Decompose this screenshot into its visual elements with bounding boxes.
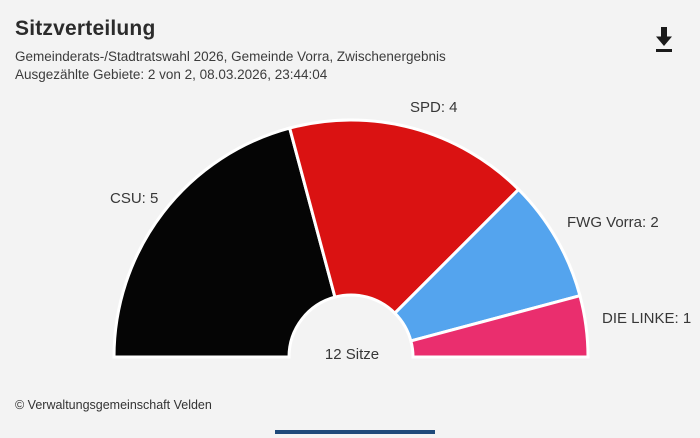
download-icon xyxy=(656,27,672,52)
chart-segment-csu[interactable] xyxy=(112,126,337,359)
chart-segment-die-linke[interactable] xyxy=(409,293,590,359)
segment-label-die-linke: DIE LINKE: 1 xyxy=(602,310,692,327)
segment-label-fwg-vorra: FWG Vorra: 2 xyxy=(567,214,659,231)
chart-segment-spd[interactable] xyxy=(287,118,521,316)
copyright-text: © Verwaltungsgemeinschaft Velden xyxy=(15,398,212,412)
segment-label-csu: CSU: 5 xyxy=(110,190,159,207)
chart-subtitle-line1: Gemeinderats-/Stadtratswahl 2026, Gemein… xyxy=(15,49,446,64)
total-seats-label: 12 Sitze xyxy=(324,346,380,363)
chart-header: Sitzverteilung Gemeinderats-/Stadtratswa… xyxy=(15,17,635,84)
page-title: Sitzverteilung xyxy=(15,17,156,40)
segment-label-spd: SPD: 4 xyxy=(410,99,458,116)
chart-subtitle-line2: Ausgezählte Gebiete: 2 von 2, 08.03.2026… xyxy=(15,67,328,82)
bottom-bar xyxy=(275,430,435,434)
download-button[interactable] xyxy=(652,26,676,54)
chart-segment-fwg-vorra[interactable] xyxy=(392,187,582,343)
